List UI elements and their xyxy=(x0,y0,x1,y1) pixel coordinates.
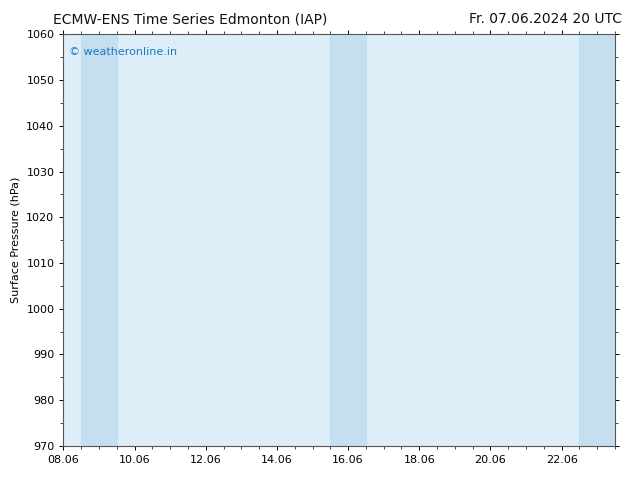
Bar xyxy=(330,34,366,446)
Text: © weatheronline.in: © weatheronline.in xyxy=(69,47,177,57)
Bar xyxy=(579,34,615,446)
Text: ECMW-ENS Time Series Edmonton (IAP): ECMW-ENS Time Series Edmonton (IAP) xyxy=(53,12,327,26)
Bar xyxy=(81,34,117,446)
Text: Fr. 07.06.2024 20 UTC: Fr. 07.06.2024 20 UTC xyxy=(469,12,622,26)
Y-axis label: Surface Pressure (hPa): Surface Pressure (hPa) xyxy=(11,177,21,303)
